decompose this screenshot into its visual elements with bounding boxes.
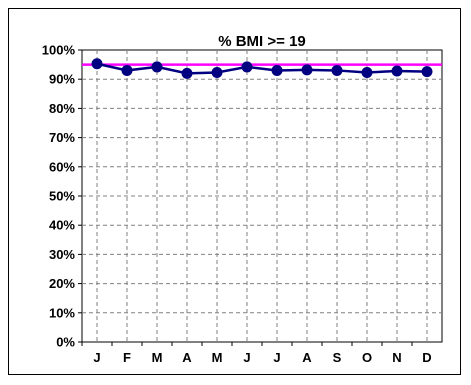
data-point: [91, 58, 103, 70]
y-tick-label: 40%: [49, 218, 75, 233]
x-tick-label: N: [392, 350, 401, 365]
data-point: [151, 61, 163, 73]
data-point: [301, 64, 313, 76]
x-tick-label: J: [93, 350, 100, 365]
data-point: [271, 64, 283, 76]
data-point: [391, 65, 403, 77]
data-points: [91, 58, 433, 79]
x-tick-label: A: [302, 350, 312, 365]
y-tick-label: 60%: [49, 159, 75, 174]
x-tick-label: J: [243, 350, 250, 365]
data-point: [241, 61, 253, 73]
x-tick-label: F: [123, 350, 131, 365]
grid-layer: [82, 50, 442, 342]
x-tick-label: M: [152, 350, 163, 365]
data-point: [211, 66, 223, 78]
y-tick-label: 50%: [49, 189, 75, 204]
data-point: [181, 67, 193, 79]
y-tick-label: 0%: [56, 335, 75, 350]
y-tick-label: 80%: [49, 101, 75, 116]
x-tick-label: J: [273, 350, 280, 365]
y-tick-label: 10%: [49, 305, 75, 320]
x-tick-label: D: [422, 350, 431, 365]
y-tick-label: 20%: [49, 276, 75, 291]
data-point: [361, 66, 373, 78]
x-tick-label: M: [212, 350, 223, 365]
y-tick-label: 30%: [49, 247, 75, 262]
x-tick-label: S: [333, 350, 342, 365]
y-tick-label: 70%: [49, 130, 75, 145]
data-point: [331, 64, 343, 76]
y-axis-ticks: 0% 10% 20% 30% 40% 50% 60% 70% 80% 90% 100%: [42, 43, 82, 350]
plot-area: [81, 49, 443, 343]
data-point: [121, 64, 133, 76]
y-tick-label: 100%: [42, 43, 76, 58]
y-tick-label: 90%: [49, 72, 75, 87]
x-tick-label: A: [182, 350, 192, 365]
x-tick-label: O: [362, 350, 372, 365]
chart-title: % BMI >= 19: [218, 33, 306, 50]
data-point: [421, 66, 433, 78]
